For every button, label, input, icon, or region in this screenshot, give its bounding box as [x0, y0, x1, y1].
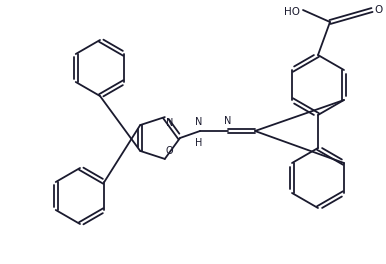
Text: H: H	[195, 138, 203, 148]
Text: N: N	[166, 118, 173, 128]
Text: HO: HO	[284, 7, 300, 17]
Text: O: O	[374, 5, 382, 15]
Text: N: N	[195, 117, 203, 127]
Text: N: N	[224, 116, 232, 126]
Text: O: O	[166, 146, 173, 156]
